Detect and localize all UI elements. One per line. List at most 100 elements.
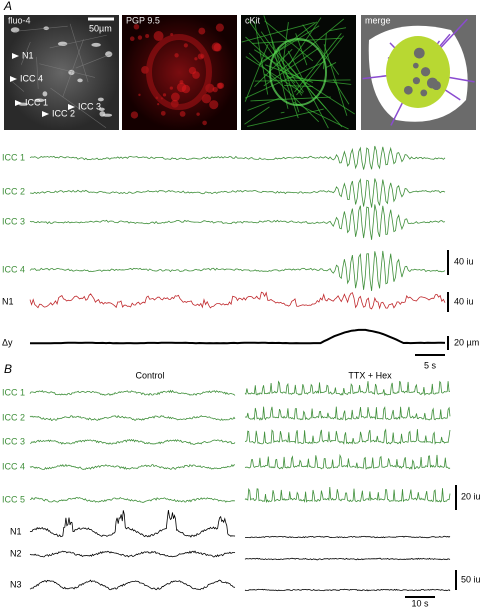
network [245, 56, 304, 94]
network [287, 17, 322, 67]
fiber [49, 34, 107, 49]
stain [137, 35, 143, 40]
trace-label: ICC 4 [2, 264, 25, 274]
stain [212, 86, 218, 93]
trace [244, 453, 451, 470]
cell [97, 97, 104, 102]
panel-label: B [4, 362, 12, 376]
trace-label: N2 [10, 548, 22, 558]
trace-label: ICC 1 [2, 152, 25, 162]
network [244, 106, 270, 125]
stain [179, 111, 186, 117]
scale-label: 40 iu [454, 256, 474, 266]
network [293, 101, 349, 130]
fiber [62, 39, 84, 98]
scale-label: 20 iu [461, 491, 480, 501]
ganglion [269, 38, 327, 106]
trace-label: ICC 3 [2, 436, 25, 446]
trace-label: N1 [2, 296, 14, 306]
network [241, 21, 315, 43]
overlay-gray [420, 67, 431, 77]
stain [181, 84, 191, 94]
network [294, 33, 342, 93]
condition: TTX + Hex [348, 370, 392, 380]
stain [174, 53, 179, 58]
stain [171, 92, 180, 102]
stain [202, 120, 207, 126]
network [247, 108, 324, 127]
network [247, 97, 281, 111]
trace [29, 389, 236, 396]
overlay-gray [412, 62, 419, 69]
fiber [75, 53, 113, 69]
stain [169, 86, 173, 90]
cell [77, 78, 83, 83]
micrograph [4, 15, 119, 130]
fiber [50, 87, 107, 129]
stain [153, 31, 164, 42]
trace [29, 579, 236, 591]
scale-label: 50 iu [461, 574, 480, 584]
cell-label: ICC 1 [25, 97, 48, 107]
trace [244, 428, 451, 445]
trace [29, 145, 446, 170]
scale-label: 10 s [411, 598, 429, 608]
network [248, 20, 303, 96]
stain [138, 93, 141, 97]
overlay-gray [413, 47, 425, 59]
scale-label: 20 µm [454, 337, 479, 347]
cell [91, 42, 101, 47]
network [244, 61, 326, 99]
stain [162, 93, 167, 97]
arrowhead [12, 53, 19, 59]
stain [160, 110, 166, 116]
trace [29, 250, 446, 292]
network [279, 18, 345, 72]
network [254, 20, 269, 95]
image-label: PGP 9.5 [126, 15, 160, 25]
trace-label: ICC 5 [2, 494, 25, 504]
fiber [39, 63, 96, 78]
trace [244, 406, 451, 421]
trace [29, 415, 236, 422]
panel-label: A [3, 0, 12, 13]
cell [102, 113, 113, 117]
network [260, 31, 304, 93]
overlay-gray [412, 77, 421, 85]
trace-label: Δy [2, 337, 13, 347]
fiber [15, 25, 68, 32]
stain [194, 57, 198, 61]
network [332, 79, 350, 105]
scale-label: 50µm [89, 23, 112, 33]
arrowhead [68, 104, 75, 110]
stain [157, 102, 160, 106]
trace [244, 557, 451, 561]
cell [98, 107, 105, 112]
network [254, 48, 293, 87]
arrowhead [10, 76, 17, 82]
trace [244, 380, 451, 397]
trace [29, 291, 446, 310]
scale-label: 5 s [424, 360, 437, 370]
trace [244, 486, 451, 504]
arrowhead [42, 111, 49, 117]
trace [29, 328, 446, 345]
condition: Control [135, 370, 164, 380]
cell-label: ICC 2 [52, 108, 75, 118]
stain [196, 112, 200, 116]
micrograph [122, 15, 237, 130]
stain [183, 43, 188, 48]
image-label: cKit [245, 15, 261, 25]
stain [192, 71, 200, 79]
stain [130, 111, 139, 119]
image-label: fluo-4 [8, 15, 31, 25]
trace-label: ICC 2 [2, 186, 25, 196]
stain [216, 82, 223, 89]
overlay-gray [403, 85, 413, 95]
network [277, 47, 300, 113]
trace [29, 204, 446, 240]
cell [34, 98, 45, 103]
network [248, 52, 320, 123]
stain [133, 23, 140, 30]
cell [42, 91, 48, 97]
